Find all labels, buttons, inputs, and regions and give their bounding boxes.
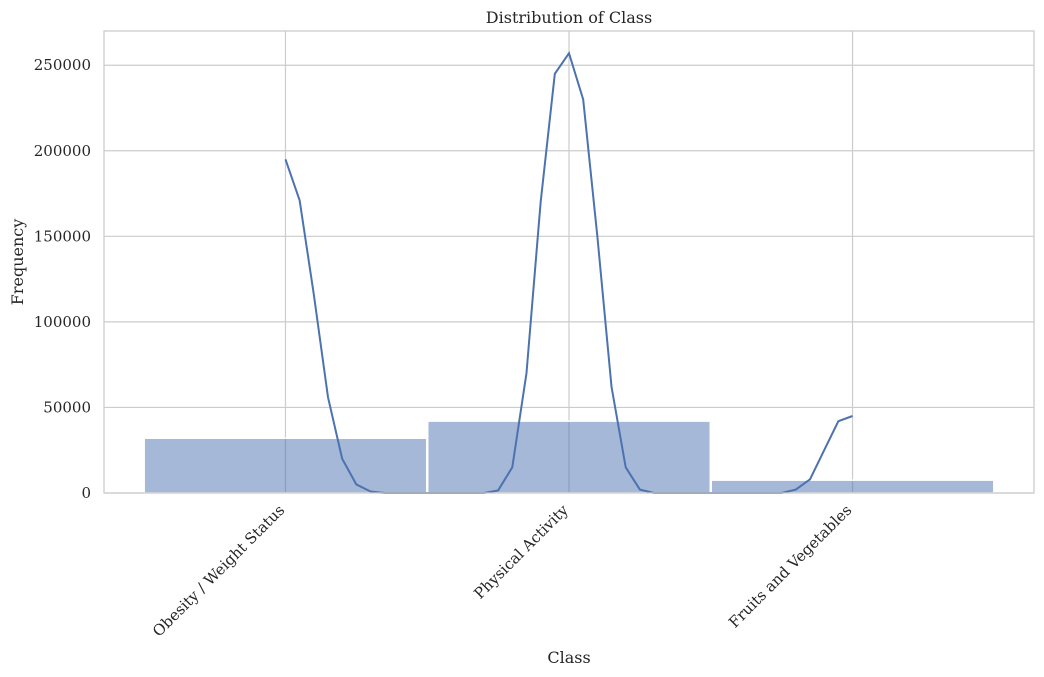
bar xyxy=(143,437,428,494)
y-axis-title: Frequency xyxy=(8,219,27,306)
y-tick-label: 100000 xyxy=(34,313,91,331)
bar xyxy=(426,420,712,494)
y-tick-label: 50000 xyxy=(43,398,91,416)
y-tick-label: 0 xyxy=(81,484,91,502)
y-tick-label: 200000 xyxy=(34,142,91,160)
x-axis-title: Class xyxy=(547,648,590,667)
x-tick-label: Physical Activity xyxy=(470,501,572,603)
y-tick-label: 150000 xyxy=(34,227,91,245)
x-axis: Obesity / Weight Status Physical Activity… xyxy=(149,501,855,641)
y-tick-label: 250000 xyxy=(34,56,91,74)
bars xyxy=(143,420,995,494)
x-tick-label: Fruits and Vegetables xyxy=(725,501,855,631)
chart-title: Distribution of Class xyxy=(486,8,652,27)
plot-frame xyxy=(103,30,1035,494)
x-tick-label: Obesity / Weight Status xyxy=(149,501,288,640)
y-axis: 0 50000 100000 150000 200000 250000 xyxy=(34,56,91,502)
bar xyxy=(710,479,995,494)
